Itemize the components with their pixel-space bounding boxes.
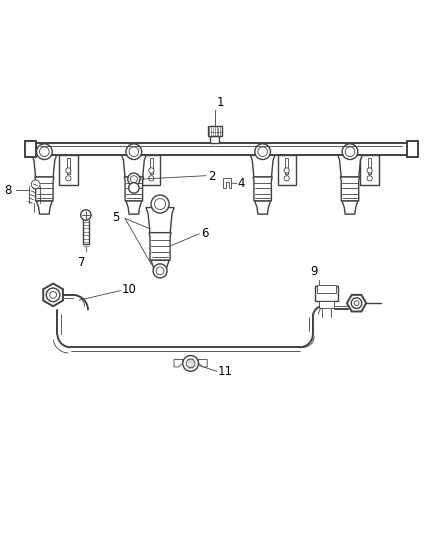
- Bar: [315, 286, 338, 302]
- Circle shape: [49, 292, 57, 298]
- Text: 1: 1: [217, 96, 224, 109]
- Polygon shape: [255, 201, 271, 214]
- Circle shape: [155, 198, 166, 209]
- Circle shape: [149, 168, 154, 173]
- Circle shape: [183, 356, 198, 372]
- Circle shape: [153, 264, 167, 278]
- Polygon shape: [35, 177, 54, 201]
- Bar: [150, 158, 153, 174]
- Text: 7: 7: [78, 256, 85, 269]
- Text: 10: 10: [122, 283, 137, 296]
- Circle shape: [342, 144, 358, 159]
- Polygon shape: [25, 141, 35, 157]
- Circle shape: [351, 298, 362, 309]
- Polygon shape: [36, 201, 52, 214]
- Circle shape: [284, 168, 289, 173]
- Circle shape: [126, 144, 142, 159]
- Text: 11: 11: [218, 365, 233, 378]
- Polygon shape: [347, 295, 366, 311]
- Bar: [67, 158, 70, 174]
- Polygon shape: [407, 141, 418, 157]
- Polygon shape: [340, 177, 360, 201]
- Text: 4: 4: [237, 177, 245, 190]
- Circle shape: [149, 176, 154, 181]
- Polygon shape: [122, 155, 146, 177]
- Circle shape: [66, 176, 71, 181]
- Text: 9: 9: [311, 265, 318, 278]
- Text: 8: 8: [4, 183, 11, 197]
- Circle shape: [39, 147, 49, 157]
- Polygon shape: [251, 155, 275, 177]
- Circle shape: [131, 176, 138, 183]
- Polygon shape: [43, 284, 63, 306]
- Circle shape: [258, 147, 268, 157]
- Circle shape: [128, 173, 140, 185]
- Circle shape: [36, 144, 52, 159]
- Circle shape: [129, 147, 139, 157]
- Bar: [285, 158, 288, 174]
- Text: 2: 2: [208, 169, 215, 183]
- Circle shape: [354, 301, 359, 305]
- Circle shape: [255, 144, 271, 159]
- Circle shape: [151, 195, 169, 213]
- Circle shape: [31, 180, 40, 189]
- Circle shape: [81, 210, 91, 220]
- Polygon shape: [338, 155, 362, 177]
- Polygon shape: [151, 260, 169, 276]
- Polygon shape: [146, 207, 174, 233]
- Circle shape: [66, 168, 71, 173]
- Bar: [208, 126, 222, 136]
- Circle shape: [129, 183, 139, 193]
- Bar: [278, 155, 296, 185]
- Circle shape: [156, 267, 164, 275]
- Circle shape: [367, 168, 372, 173]
- Polygon shape: [223, 179, 231, 188]
- Bar: [59, 155, 78, 185]
- Circle shape: [46, 288, 60, 302]
- Polygon shape: [149, 233, 171, 260]
- Polygon shape: [342, 201, 358, 214]
- Bar: [317, 285, 336, 293]
- Bar: [318, 302, 334, 309]
- Circle shape: [367, 176, 372, 181]
- Circle shape: [284, 176, 289, 181]
- Text: 5: 5: [112, 211, 120, 224]
- Circle shape: [186, 359, 195, 368]
- Polygon shape: [126, 201, 142, 214]
- Polygon shape: [198, 359, 207, 367]
- Bar: [368, 158, 371, 174]
- Polygon shape: [32, 155, 57, 177]
- Bar: [210, 136, 219, 143]
- Text: 6: 6: [201, 227, 208, 240]
- Circle shape: [345, 147, 355, 157]
- Bar: [35, 143, 407, 155]
- Polygon shape: [253, 177, 272, 201]
- Bar: [142, 155, 160, 185]
- Polygon shape: [124, 177, 144, 201]
- Polygon shape: [174, 359, 183, 367]
- Bar: [360, 155, 379, 185]
